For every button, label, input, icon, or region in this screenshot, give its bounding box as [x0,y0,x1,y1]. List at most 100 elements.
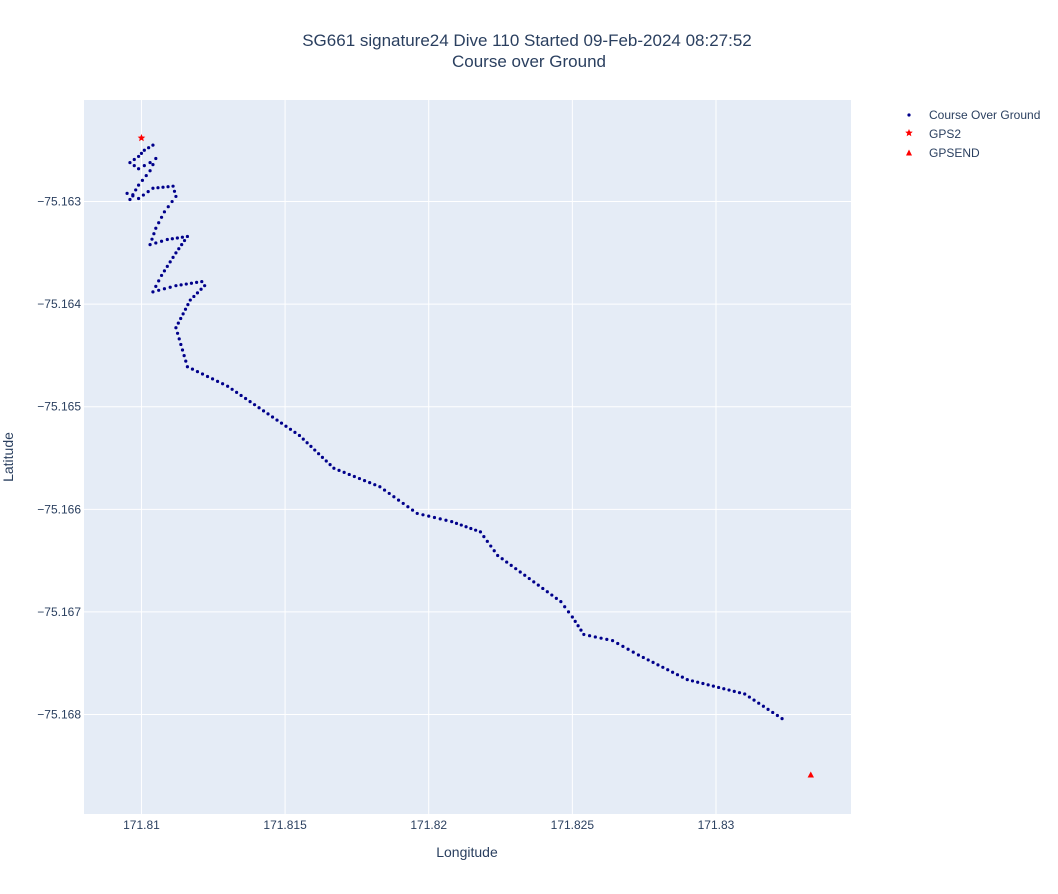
course-point[interactable] [309,444,313,448]
course-point[interactable] [183,307,188,311]
course-point[interactable] [128,160,132,165]
course-point[interactable] [752,698,756,702]
course-point[interactable] [131,194,135,198]
course-point[interactable] [587,634,592,638]
gpsend-triangle-marker[interactable] [807,771,814,778]
course-point[interactable] [605,637,609,642]
course-point[interactable] [427,514,431,518]
course-point[interactable] [140,178,145,182]
course-point[interactable] [527,576,531,581]
course-point[interactable] [174,284,178,288]
course-point[interactable] [651,660,655,664]
course-point[interactable] [701,681,705,686]
course-point[interactable] [151,163,155,167]
course-point[interactable] [685,678,689,682]
course-point[interactable] [195,370,200,374]
course-point[interactable] [165,237,169,242]
course-point[interactable] [144,173,148,178]
course-point[interactable] [157,288,161,292]
course-point[interactable] [541,586,545,591]
course-point[interactable] [532,580,536,584]
course-point[interactable] [401,501,405,506]
course-point[interactable] [717,685,721,690]
course-point[interactable] [593,635,597,639]
course-point[interactable] [396,498,401,502]
course-point[interactable] [177,247,181,251]
course-point[interactable] [151,143,155,147]
course-point[interactable] [147,146,151,150]
course-point[interactable] [243,396,248,401]
course-point[interactable] [317,452,321,456]
course-point[interactable] [518,570,522,574]
course-point[interactable] [732,689,736,693]
course-point[interactable] [500,557,504,561]
course-point[interactable] [368,481,372,485]
course-point[interactable] [780,716,784,721]
course-point[interactable] [270,415,275,419]
course-point[interactable] [180,235,184,239]
course-point[interactable] [438,517,442,521]
course-point[interactable] [320,455,325,459]
course-point[interactable] [301,437,305,441]
course-point[interactable] [599,636,603,640]
course-point[interactable] [162,210,167,214]
course-point[interactable] [165,264,169,268]
course-point[interactable] [378,485,382,489]
course-point[interactable] [226,384,230,388]
course-point[interactable] [184,359,188,363]
course-point[interactable] [152,232,156,236]
course-point[interactable] [132,157,136,162]
course-point[interactable] [142,148,146,152]
course-point[interactable] [387,491,391,496]
course-point[interactable] [185,365,190,369]
course-point[interactable] [156,186,160,190]
course-point[interactable] [166,185,170,189]
course-point[interactable] [496,553,500,558]
course-point[interactable] [566,610,571,614]
course-point[interactable] [352,474,356,479]
course-point[interactable] [179,316,183,321]
course-point[interactable] [362,478,367,483]
course-point[interactable] [469,526,473,531]
course-point[interactable] [576,624,580,628]
course-point[interactable] [174,326,178,330]
course-point[interactable] [136,167,141,171]
course-point[interactable] [172,189,177,193]
course-point[interactable] [509,563,513,567]
course-point[interactable] [347,472,351,477]
course-point[interactable] [474,528,478,532]
course-point[interactable] [636,653,641,657]
course-point[interactable] [621,644,625,648]
course-point[interactable] [284,424,288,428]
course-point[interactable] [200,372,205,376]
course-point[interactable] [626,647,630,651]
course-point[interactable] [150,237,154,241]
course-point[interactable] [313,448,317,452]
course-point[interactable] [171,255,175,259]
course-point[interactable] [478,530,483,534]
course-point[interactable] [563,605,567,609]
course-point[interactable] [188,298,192,302]
gps2-star-marker[interactable] [137,133,146,142]
course-point[interactable] [454,521,459,525]
course-point[interactable] [136,183,141,187]
course-point[interactable] [181,312,185,316]
course-point[interactable] [179,342,183,347]
course-point[interactable] [125,191,129,195]
course-point[interactable] [230,387,234,391]
course-point[interactable] [406,505,410,509]
course-point[interactable] [146,190,150,194]
course-point[interactable] [646,658,650,662]
course-point[interactable] [357,476,362,481]
course-point[interactable] [410,508,415,512]
course-point[interactable] [523,573,527,577]
course-point[interactable] [151,186,155,190]
course-point[interactable] [489,544,493,548]
course-point[interactable] [711,684,715,688]
course-point[interactable] [279,421,284,425]
course-point[interactable] [342,470,346,474]
course-point[interactable] [139,151,144,155]
course-point[interactable] [570,615,574,619]
course-point[interactable] [305,441,309,445]
course-point[interactable] [195,291,200,295]
